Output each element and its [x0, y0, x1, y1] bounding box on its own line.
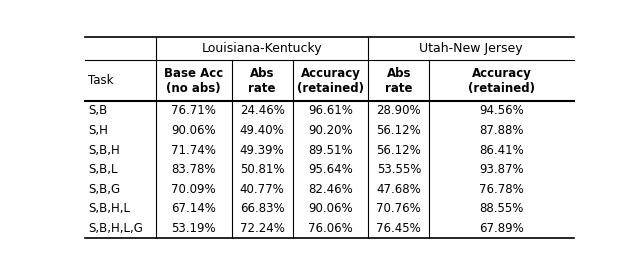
Text: 50.81%: 50.81%	[240, 163, 284, 176]
Text: S,B,H: S,B,H	[88, 144, 120, 157]
Text: Abs
rate: Abs rate	[248, 67, 276, 95]
Text: 93.87%: 93.87%	[479, 163, 524, 176]
Text: Abs
rate: Abs rate	[385, 67, 413, 95]
Text: S,B,H,L,G: S,B,H,L,G	[88, 222, 143, 235]
Text: 70.09%: 70.09%	[172, 183, 216, 196]
Text: 71.74%: 71.74%	[172, 144, 216, 157]
Text: 76.45%: 76.45%	[376, 222, 421, 235]
Text: 76.71%: 76.71%	[172, 104, 216, 117]
Text: 89.51%: 89.51%	[308, 144, 353, 157]
Text: Utah-New Jersey: Utah-New Jersey	[419, 42, 523, 55]
Text: 66.83%: 66.83%	[240, 202, 284, 215]
Text: Base Acc
(no abs): Base Acc (no abs)	[164, 67, 223, 95]
Text: 53.19%: 53.19%	[172, 222, 216, 235]
Text: 72.24%: 72.24%	[239, 222, 285, 235]
Text: S,B,L: S,B,L	[88, 163, 117, 176]
Text: 90.20%: 90.20%	[308, 124, 353, 137]
Text: 56.12%: 56.12%	[376, 144, 421, 157]
Text: 82.46%: 82.46%	[308, 183, 353, 196]
Text: 53.55%: 53.55%	[377, 163, 421, 176]
Text: 95.64%: 95.64%	[308, 163, 353, 176]
Text: 49.40%: 49.40%	[240, 124, 284, 137]
Text: 67.14%: 67.14%	[172, 202, 216, 215]
Text: Accuracy
(retained): Accuracy (retained)	[297, 67, 364, 95]
Text: 40.77%: 40.77%	[240, 183, 284, 196]
Text: 86.41%: 86.41%	[479, 144, 524, 157]
Text: 47.68%: 47.68%	[376, 183, 421, 196]
Text: Louisiana-Kentucky: Louisiana-Kentucky	[202, 42, 323, 55]
Text: S,B: S,B	[88, 104, 107, 117]
Text: S,H: S,H	[88, 124, 108, 137]
Text: 90.06%: 90.06%	[172, 124, 216, 137]
Text: 83.78%: 83.78%	[172, 163, 216, 176]
Text: 76.78%: 76.78%	[479, 183, 524, 196]
Text: Accuracy
(retained): Accuracy (retained)	[468, 67, 535, 95]
Text: S,B,H,L: S,B,H,L	[88, 202, 130, 215]
Text: 90.06%: 90.06%	[308, 202, 353, 215]
Text: 76.06%: 76.06%	[308, 222, 353, 235]
Text: S,B,G: S,B,G	[88, 183, 120, 196]
Text: 70.76%: 70.76%	[376, 202, 421, 215]
Text: 88.55%: 88.55%	[479, 202, 524, 215]
Text: 67.89%: 67.89%	[479, 222, 524, 235]
Text: 56.12%: 56.12%	[376, 124, 421, 137]
Text: Task: Task	[88, 74, 113, 87]
Text: 87.88%: 87.88%	[479, 124, 524, 137]
Text: 28.90%: 28.90%	[376, 104, 421, 117]
Text: 49.39%: 49.39%	[240, 144, 284, 157]
Text: 24.46%: 24.46%	[239, 104, 285, 117]
Text: 96.61%: 96.61%	[308, 104, 353, 117]
Text: 94.56%: 94.56%	[479, 104, 524, 117]
